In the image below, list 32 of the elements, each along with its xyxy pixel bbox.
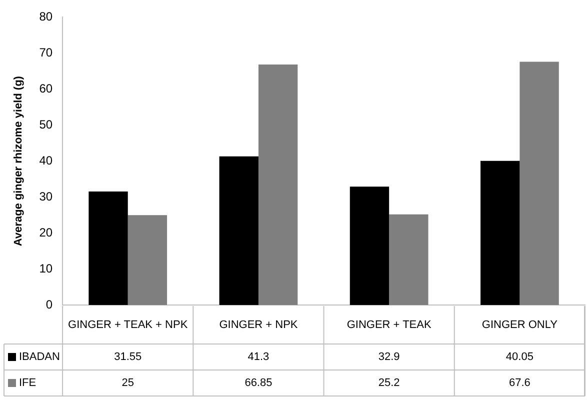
data-label: 40.05 <box>506 351 534 364</box>
y-tick-label: 20 <box>39 225 53 240</box>
y-tick-label: 10 <box>39 261 53 276</box>
data-label: 31.55 <box>114 351 142 364</box>
bar <box>128 215 168 305</box>
bar <box>88 192 128 305</box>
y-tick-label: 0 <box>46 297 53 312</box>
y-tick-label: 30 <box>39 189 53 204</box>
x-tick-label: GINGER + NPK <box>219 319 298 332</box>
legend-label: IBADAN <box>19 351 60 364</box>
y-tick-label: 80 <box>39 10 53 24</box>
y-tick-label: 60 <box>39 81 53 96</box>
data-label: 41.3 <box>248 351 270 364</box>
data-label: 25 <box>122 377 134 390</box>
x-tick-label: GINGER + TEAK <box>346 319 432 332</box>
x-tick-label: GINGER ONLY <box>482 319 558 332</box>
y-tick-label: 50 <box>39 117 53 132</box>
data-label: 66.85 <box>244 377 272 390</box>
data-label: 25.2 <box>378 377 400 390</box>
y-tick-label: 70 <box>39 45 53 60</box>
y-axis-title: Average ginger rhizome yield (g) <box>12 76 25 246</box>
bar <box>480 160 520 305</box>
y-tick-label: 40 <box>39 153 53 168</box>
bar <box>219 156 258 305</box>
bar <box>389 214 428 305</box>
bar <box>520 62 559 305</box>
x-tick-label: GINGER + TEAK + NPK <box>68 319 188 332</box>
bar <box>258 64 298 305</box>
bar <box>350 186 390 305</box>
data-label: 32.9 <box>378 351 400 364</box>
legend-label: IFE <box>19 377 36 390</box>
data-label: 67.6 <box>508 377 530 390</box>
